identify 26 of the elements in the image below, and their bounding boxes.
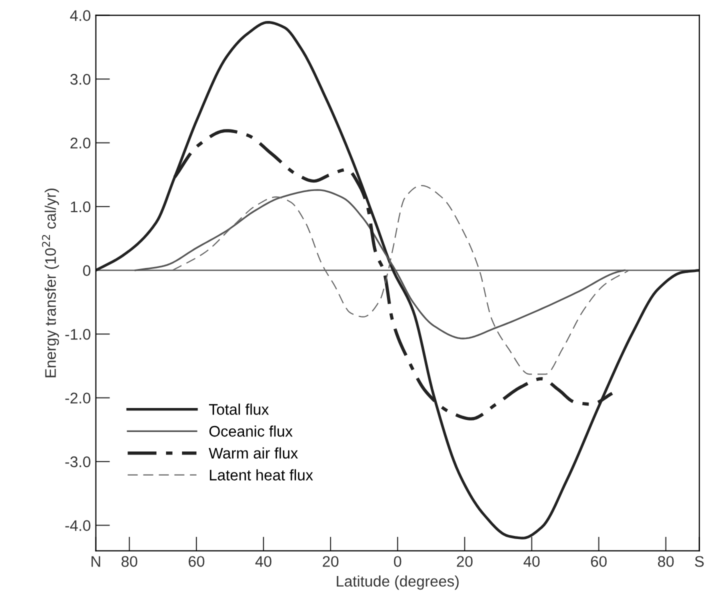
legend-label: Warm air flux (208, 447, 298, 459)
x-tick-label: S (694, 556, 704, 567)
x-tick-label: 80 (658, 556, 674, 567)
y-tick-label: -3.0 (65, 456, 90, 468)
y-tick-label: 2.0 (70, 138, 90, 148)
y-tick-label: 3.0 (70, 74, 90, 85)
legend-label: Total flux (209, 404, 269, 415)
legend-label: Oceanic flux (209, 425, 293, 437)
x-tick-label: 60 (188, 556, 204, 567)
x-tick-label: 80 (122, 556, 138, 567)
y-tick-label: 0 (83, 265, 90, 276)
x-tick-label: 0 (394, 556, 402, 567)
x-tick-label: 40 (255, 556, 272, 567)
legend-label: Latent heat flux (210, 469, 313, 480)
x-tick-label: 40 (524, 556, 540, 567)
x-axis-title: Latitude (degrees) (336, 575, 459, 590)
x-tick-label: 20 (322, 556, 338, 567)
x-tick-label: N (92, 556, 100, 567)
y-tick-label: 4.0 (70, 10, 90, 21)
x-tick-label: 20 (456, 556, 473, 567)
y-tick-label: 1.0 (70, 201, 90, 212)
y-tick-label: -1.0 (65, 328, 90, 340)
y-tick-label: -4.0 (65, 520, 90, 531)
x-tick-label: 60 (591, 556, 607, 567)
y-tick-label: -2.0 (65, 392, 90, 404)
y-axis-title: Energy transfer (10$^{22}$ cal/yr) (42, 188, 59, 378)
